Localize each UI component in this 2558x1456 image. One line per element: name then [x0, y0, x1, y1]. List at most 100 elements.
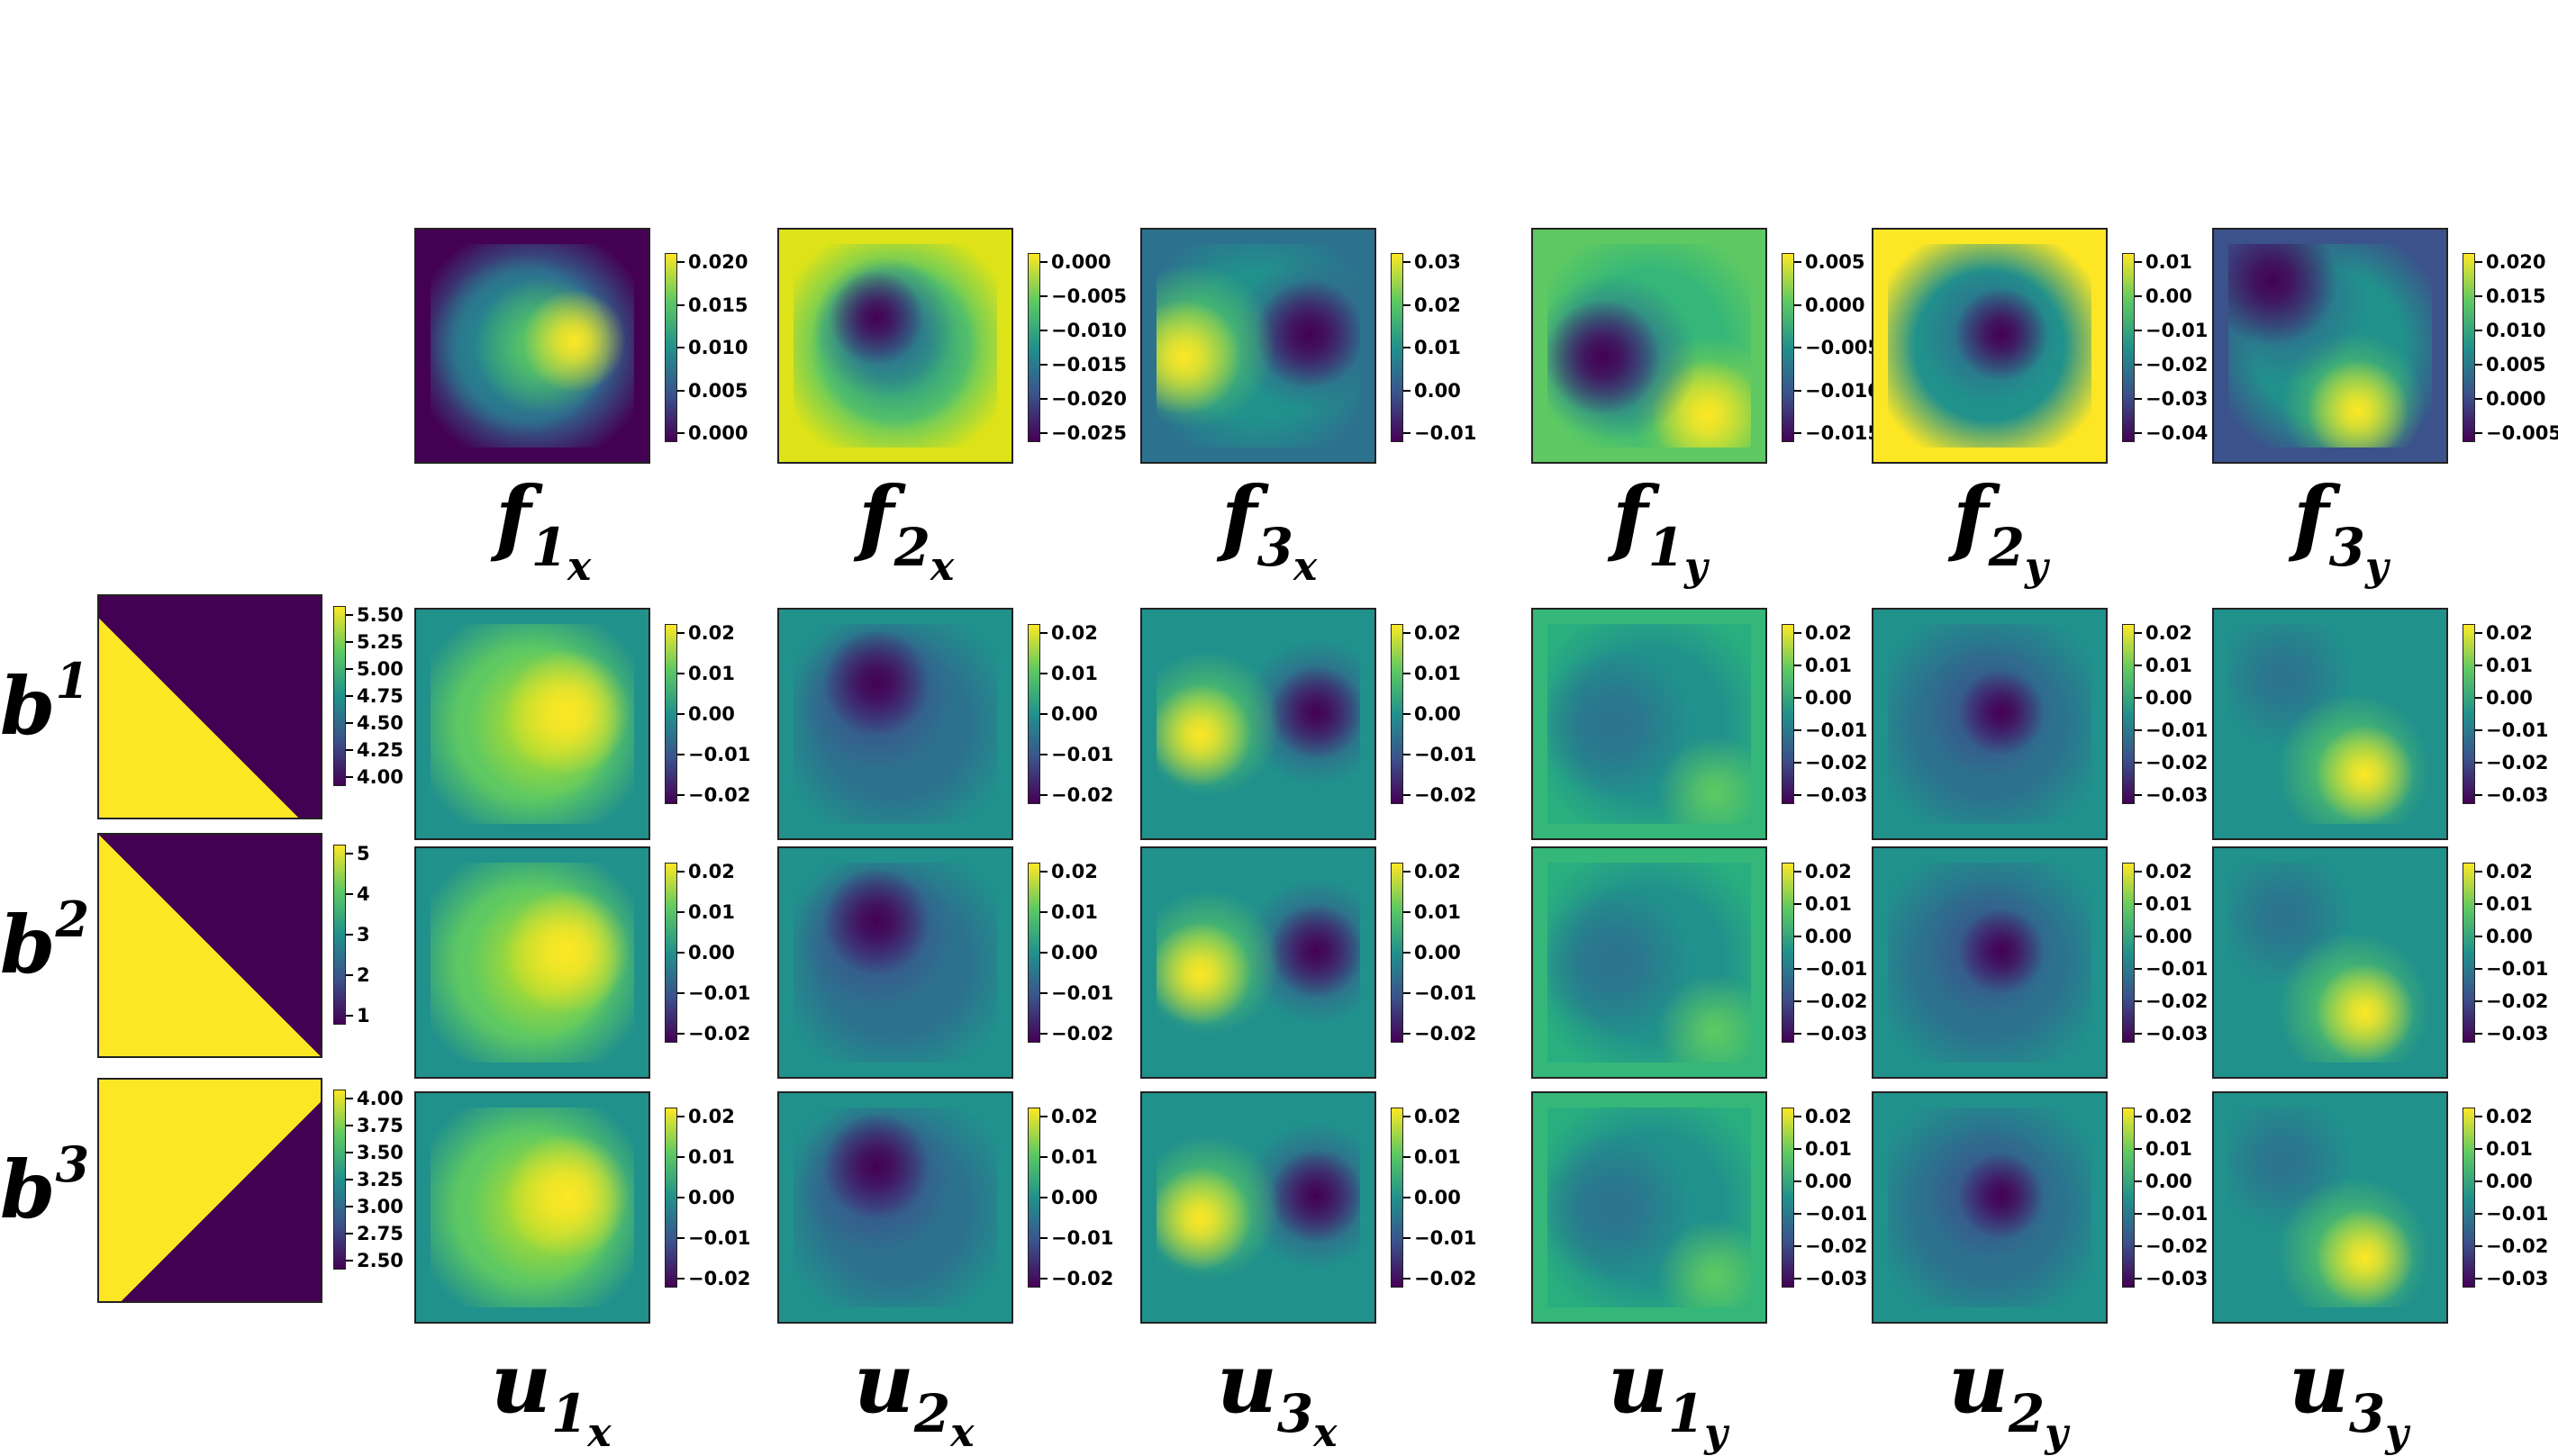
- colorbar-tick-label: 0.02: [2145, 1106, 2192, 1127]
- colorbar-tick-mark: [346, 1152, 353, 1153]
- colorbar-tick-mark: [1040, 794, 1048, 796]
- colorbar-tick-label: −0.02: [1414, 1023, 1477, 1045]
- colorbar-tick-label: −0.03: [2145, 1268, 2209, 1289]
- colorbar-tick-mark: [2475, 330, 2482, 331]
- colorbar-tick-label: −0.02: [2145, 354, 2209, 375]
- colorbar-b2: [333, 845, 346, 1025]
- colorbar-tick-label: 3.75: [357, 1115, 404, 1136]
- field-heatmap-f3y: [2212, 228, 2448, 464]
- colorbar-b1: [333, 606, 346, 786]
- colorbar-tick-label: 0.02: [2486, 1106, 2533, 1127]
- colorbar-tick-label: 0.00: [1051, 1187, 1098, 1208]
- colorbar-tick-label: −0.01: [1051, 982, 1114, 1004]
- colorbar-tick-mark: [1403, 1197, 1411, 1198]
- colorbar-tick-mark: [2475, 762, 2482, 764]
- colorbar-tick-label: 0.02: [2145, 861, 2192, 882]
- colorbar-tick-mark: [677, 673, 685, 674]
- colorbar-tick-label: −0.02: [1805, 752, 1868, 773]
- solution-heatmap-u2y-row2: [1872, 846, 2108, 1079]
- colorbar-tick-mark: [1403, 389, 1411, 392]
- colorbar-tick-mark: [1794, 389, 1801, 392]
- colorbar-tick-mark: [1403, 1116, 1411, 1117]
- colorbar-tick-mark: [1794, 1245, 1801, 1247]
- colorbar-tick-mark: [2135, 330, 2142, 331]
- colorbar-tick-label: −0.03: [2145, 388, 2209, 410]
- colorbar-tick-label: 0.01: [1051, 663, 1098, 684]
- colorbar-tick-mark: [1794, 1180, 1801, 1182]
- colorbar-tick-mark: [346, 668, 353, 670]
- colorbar-tick-mark: [2135, 697, 2142, 699]
- colorbar-tick-mark: [2135, 794, 2142, 796]
- colorbar-u1y-row1: [1782, 624, 1794, 804]
- colorbar-f3y: [2463, 253, 2475, 442]
- colorbar-tick-mark: [1794, 1000, 1801, 1002]
- colorbar-tick-label: 0.01: [2486, 893, 2533, 915]
- row-label-b3: b3: [0, 1135, 90, 1236]
- colorbar-tick-mark: [1040, 1197, 1048, 1198]
- colorbar-tick-label: 0.005: [1805, 251, 1865, 273]
- label-f1x: f1x: [495, 468, 592, 590]
- colorbar-tick-mark: [1403, 432, 1411, 434]
- colorbar-tick-mark: [677, 389, 685, 392]
- colorbar-tick-label: 0.01: [2145, 1138, 2192, 1160]
- colorbar-tick-mark: [2475, 1180, 2482, 1182]
- colorbar-tick-mark: [1040, 1278, 1048, 1280]
- colorbar-tick-label: 4: [357, 883, 370, 905]
- colorbar-tick-mark: [1794, 261, 1801, 263]
- colorbar-tick-mark: [677, 871, 685, 873]
- label-f3x: f3x: [1221, 468, 1318, 590]
- colorbar-tick-label: −0.010: [1051, 320, 1128, 341]
- colorbar-tick-label: −0.02: [2486, 752, 2549, 773]
- colorbar-tick-label: −0.04: [2145, 422, 2209, 444]
- colorbar-tick-mark: [1794, 762, 1801, 764]
- colorbar-tick-mark: [2475, 1116, 2482, 1117]
- colorbar-tick-mark: [2475, 1000, 2482, 1002]
- solution-heatmap-u2y-row1: [1872, 608, 2108, 840]
- colorbar-tick-label: 3.00: [357, 1196, 404, 1217]
- colorbar-tick-label: −0.02: [688, 1023, 751, 1045]
- colorbar-tick-label: 0.02: [1805, 622, 1852, 644]
- colorbar-tick-mark: [1403, 713, 1411, 715]
- colorbar-tick-mark: [2475, 936, 2482, 937]
- colorbar-tick-label: 0.01: [1051, 901, 1098, 923]
- row-label-b1: b1: [0, 652, 90, 753]
- colorbar-tick-mark: [1403, 952, 1411, 954]
- colorbar-tick-mark: [1794, 697, 1801, 699]
- colorbar-tick-mark: [1403, 911, 1411, 913]
- colorbar-tick-label: 4.75: [357, 685, 404, 707]
- colorbar-tick-label: −0.02: [688, 1268, 751, 1289]
- colorbar-tick-mark: [677, 1197, 685, 1198]
- colorbar-tick-label: 5.00: [357, 658, 404, 680]
- colorbar-tick-mark: [346, 934, 353, 936]
- solution-heatmap-u2y-row3: [1872, 1091, 2108, 1324]
- colorbar-tick-label: −0.01: [2145, 719, 2209, 741]
- colorbar-tick-label: −0.01: [2486, 958, 2549, 980]
- colorbar-tick-label: 0.00: [2145, 687, 2192, 709]
- colorbar-tick-mark: [1794, 794, 1801, 796]
- solution-heatmap-u1y-row3: [1531, 1091, 1767, 1324]
- colorbar-tick-label: 0.01: [2486, 655, 2533, 676]
- label-u1y: u1y: [1608, 1334, 1728, 1456]
- colorbar-u2y-row1: [2122, 624, 2135, 804]
- colorbar-tick-label: 0.00: [688, 942, 735, 963]
- colorbar-tick-mark: [677, 754, 685, 755]
- colorbar-tick-label: −0.01: [2145, 320, 2209, 341]
- colorbar-tick-label: −0.01: [1414, 1227, 1477, 1249]
- colorbar-tick-mark: [2475, 968, 2482, 970]
- boundary-plot-b1: [97, 594, 322, 819]
- colorbar-tick-label: 0.01: [688, 1146, 735, 1168]
- colorbar-tick-label: −0.02: [2145, 990, 2209, 1012]
- colorbar-tick-mark: [2475, 295, 2482, 297]
- colorbar-tick-mark: [2135, 364, 2142, 366]
- colorbar-tick-mark: [1040, 364, 1048, 366]
- row-label-b2: b2: [0, 891, 90, 991]
- colorbar-tick-mark: [346, 1206, 353, 1207]
- colorbar-tick-mark: [1794, 1148, 1801, 1150]
- colorbar-tick-mark: [1794, 347, 1801, 348]
- colorbar-tick-label: 0.01: [1414, 663, 1461, 684]
- colorbar-tick-label: 0.02: [1805, 1106, 1852, 1127]
- colorbar-tick-mark: [2135, 1148, 2142, 1150]
- colorbar-u2y-row2: [2122, 863, 2135, 1043]
- colorbar-tick-label: 0.01: [688, 663, 735, 684]
- colorbar-tick-label: −0.01: [2486, 1203, 2549, 1225]
